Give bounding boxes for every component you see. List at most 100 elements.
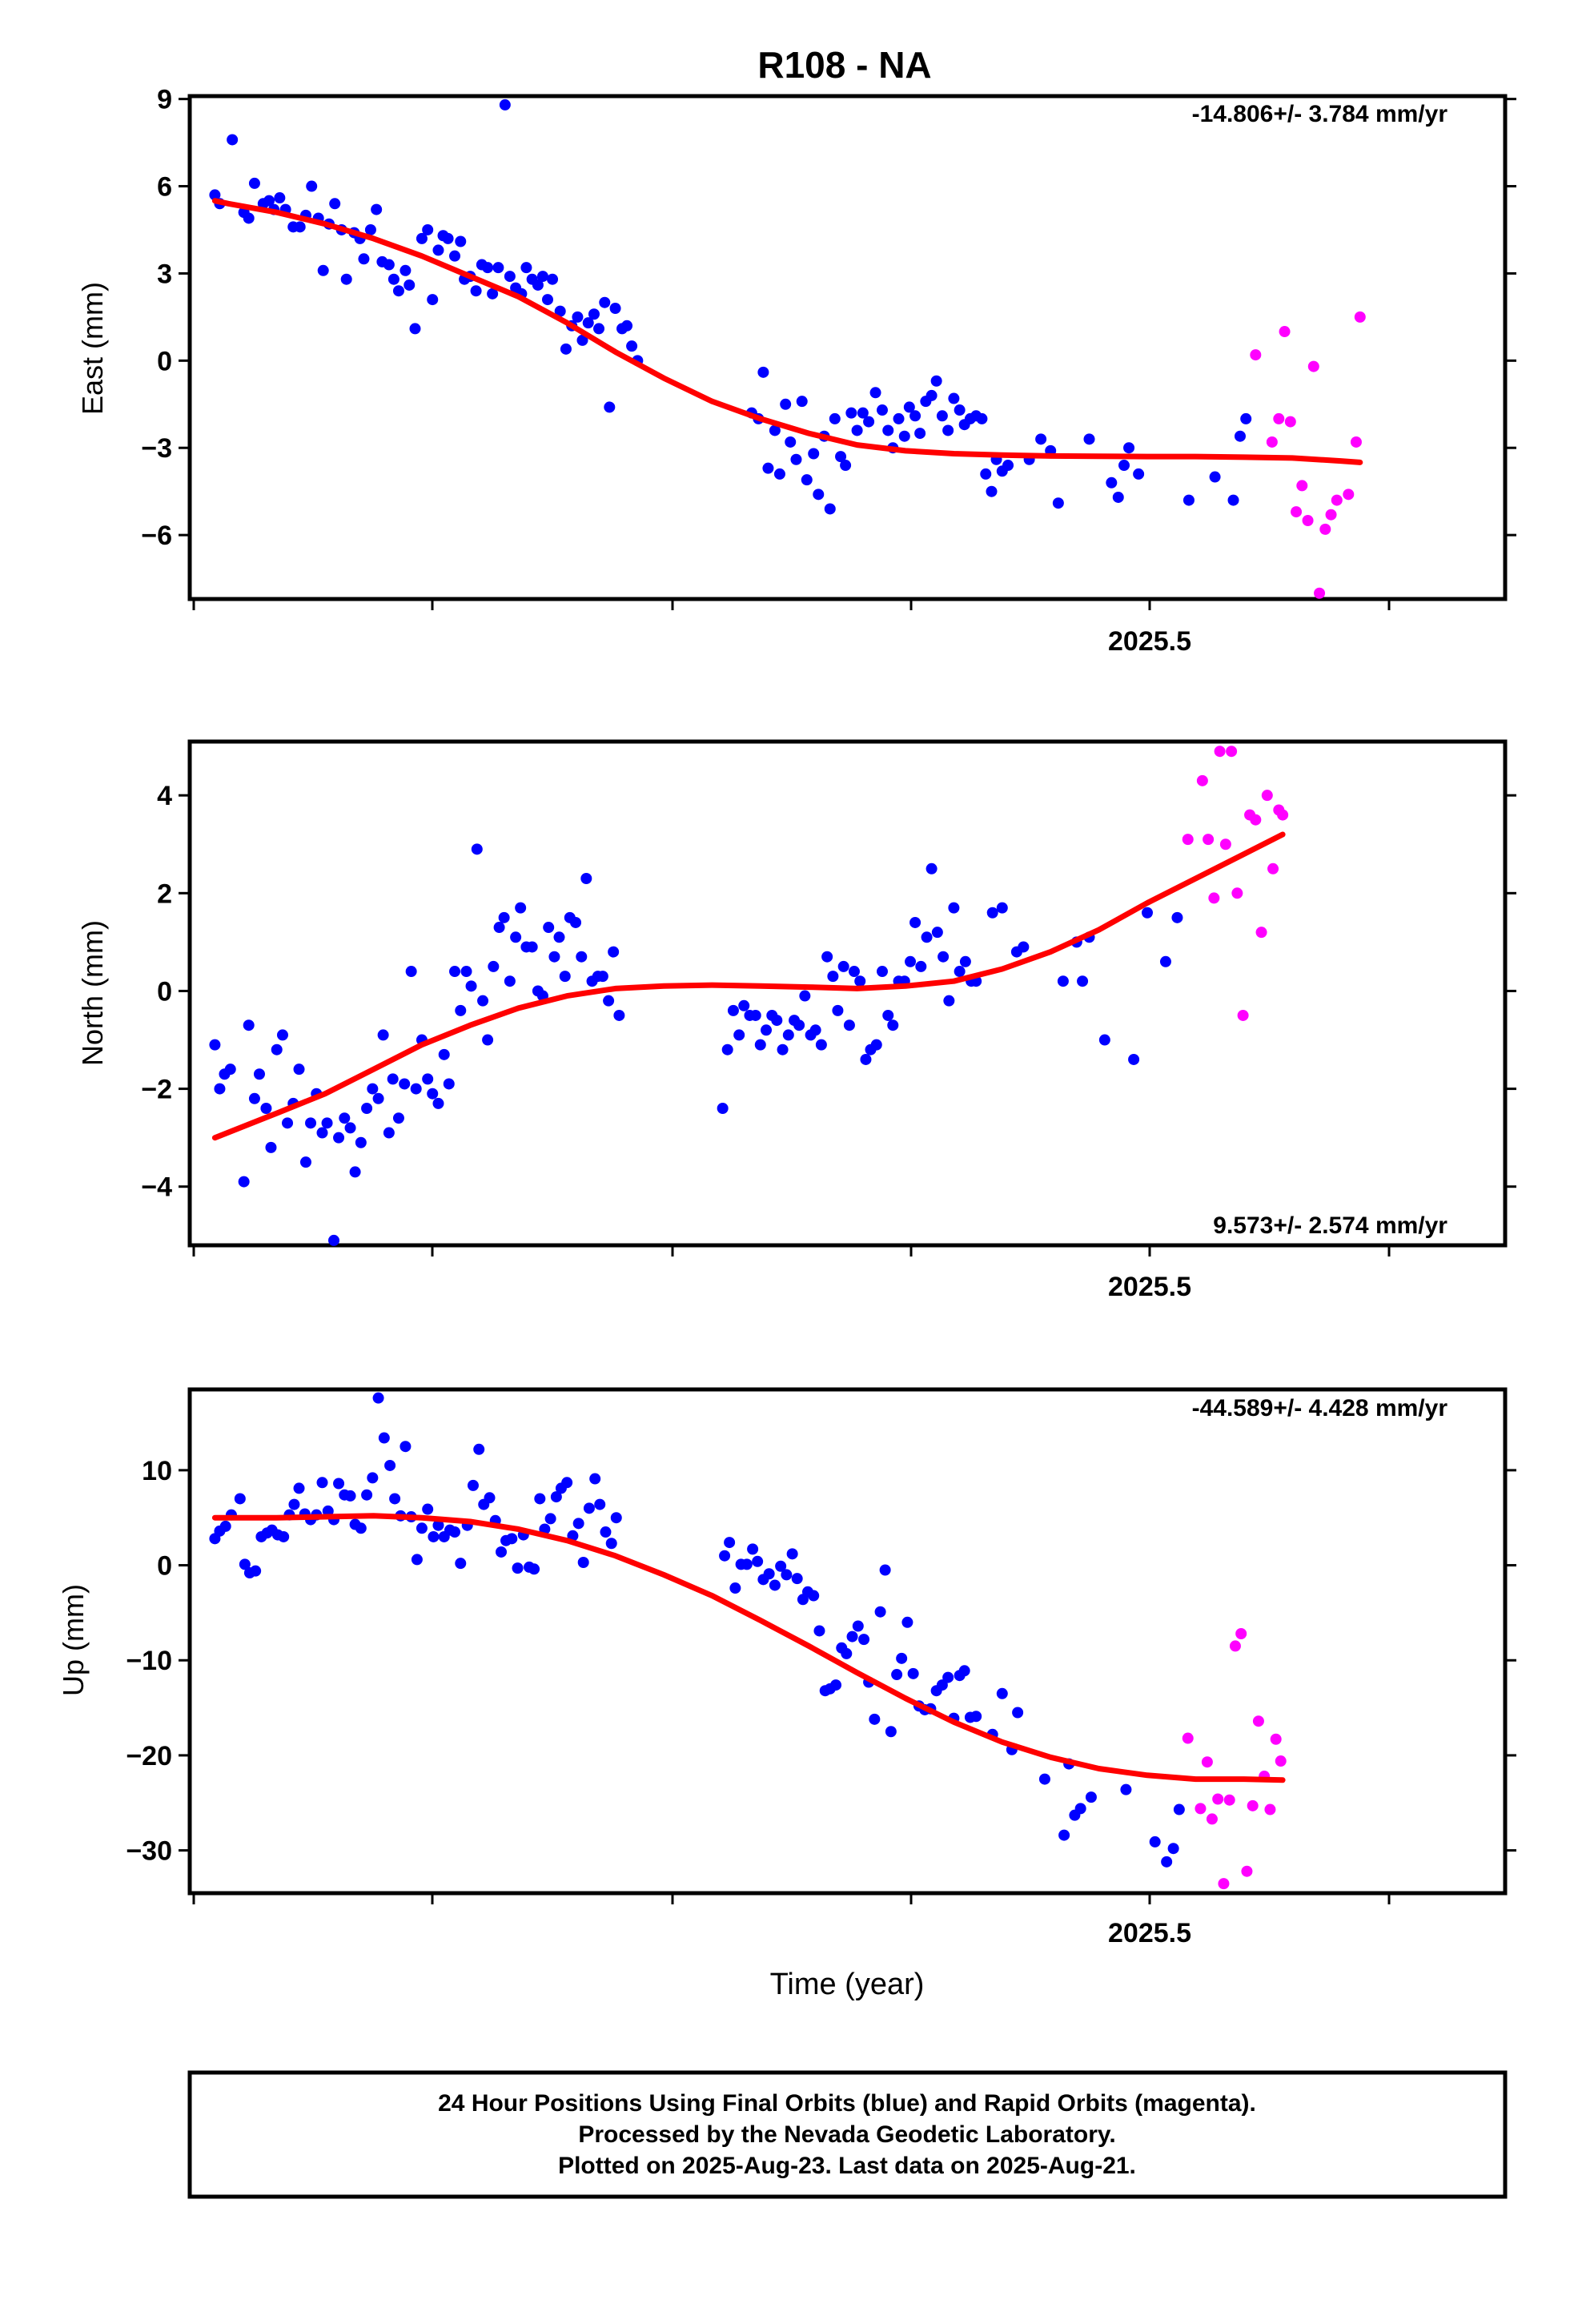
- east-final-point: [427, 294, 439, 306]
- east-final-point: [576, 334, 588, 346]
- up-final-point: [958, 1665, 970, 1677]
- east-y-tick-label: 9: [157, 85, 172, 115]
- up-rapid-point: [1241, 1865, 1253, 1877]
- east-final-point: [773, 468, 785, 480]
- north-final-point: [959, 955, 971, 967]
- east-final-point: [1112, 491, 1124, 503]
- north-plot-frame: [187, 739, 1508, 1248]
- north-rapid-point: [1231, 887, 1243, 899]
- up-final-point: [389, 1493, 401, 1505]
- up-final-point: [830, 1679, 842, 1691]
- up-axis-label: Up (mm): [57, 1584, 90, 1696]
- north-final-point: [882, 1009, 894, 1021]
- north-final-point: [333, 1132, 345, 1144]
- north-final-point: [727, 1004, 739, 1016]
- north-final-point: [372, 1092, 384, 1104]
- up-final-point: [885, 1726, 897, 1738]
- east-final-point: [948, 392, 960, 404]
- east-final-point: [808, 448, 820, 460]
- east-final-point: [387, 273, 400, 285]
- north-final-point: [580, 872, 592, 884]
- north-final-point: [821, 951, 833, 963]
- east-final-point: [882, 424, 894, 436]
- east-final-point: [869, 387, 881, 399]
- north-final-point: [570, 916, 582, 928]
- east-final-point: [560, 343, 572, 355]
- up-final-point: [467, 1479, 479, 1491]
- east-final-point: [306, 180, 318, 192]
- up-final-point: [422, 1503, 434, 1515]
- north-final-point: [243, 1019, 255, 1031]
- east-final-point: [263, 195, 275, 207]
- north-final-point: [339, 1112, 351, 1124]
- east-final-point: [845, 407, 857, 419]
- east-final-point: [547, 273, 559, 285]
- north-final-point: [854, 975, 866, 987]
- up-final-point: [333, 1478, 345, 1490]
- north-final-point: [749, 1009, 761, 1021]
- up-final-point: [506, 1533, 518, 1545]
- east-final-point: [813, 489, 825, 501]
- east-rapid-point: [1319, 523, 1331, 535]
- north-final-point: [827, 971, 839, 983]
- north-final-point: [367, 1083, 379, 1095]
- up-rapid-point: [1264, 1803, 1276, 1815]
- north-final-point: [799, 990, 811, 1002]
- east-rapid-point: [1266, 436, 1278, 448]
- north-y-tick-label: 2: [157, 879, 172, 909]
- up-final-point: [936, 1679, 948, 1691]
- east-final-point: [762, 462, 774, 474]
- north-final-point: [515, 902, 527, 914]
- north-y-tick-label: −2: [141, 1075, 172, 1105]
- up-final-point: [550, 1491, 562, 1503]
- east-final-point: [1182, 494, 1195, 506]
- east-rapid-point: [1296, 480, 1308, 492]
- up-final-point: [996, 1687, 1008, 1699]
- north-final-point: [717, 1103, 729, 1115]
- east-final-point: [626, 340, 638, 352]
- north-final-point: [305, 1117, 317, 1129]
- north-final-point: [721, 1043, 733, 1055]
- up-final-point: [293, 1482, 305, 1494]
- x-axis-label: Time (year): [770, 1968, 925, 2001]
- up-final-point: [1012, 1707, 1024, 1719]
- up-final-point: [874, 1606, 886, 1618]
- north-final-point: [482, 1034, 494, 1046]
- up-final-point: [741, 1558, 753, 1570]
- north-final-point: [427, 1088, 439, 1100]
- east-final-point: [780, 398, 792, 410]
- east-final-point: [209, 189, 221, 201]
- north-final-point: [559, 971, 571, 983]
- north-final-point: [1128, 1053, 1140, 1065]
- east-final-point: [227, 134, 239, 146]
- north-final-point: [986, 907, 998, 919]
- east-final-point: [455, 235, 467, 247]
- up-final-point: [769, 1579, 781, 1591]
- east-final-point: [1133, 468, 1145, 480]
- east-final-point: [599, 296, 611, 308]
- east-final-point: [980, 468, 992, 480]
- east-final-point: [829, 412, 841, 424]
- north-final-point: [449, 966, 461, 978]
- east-rapid-point: [1284, 416, 1296, 428]
- up-fit-curve: [211, 1513, 1286, 1783]
- up-final-point: [808, 1590, 820, 1602]
- north-final-point: [438, 1048, 450, 1060]
- east-final-point: [487, 287, 499, 300]
- north-final-point: [293, 1063, 305, 1076]
- north-final-point: [832, 1004, 844, 1016]
- north-final-point: [761, 1024, 773, 1036]
- north-final-point: [887, 1019, 899, 1031]
- east-final-point: [520, 262, 532, 274]
- north-final-point: [399, 1078, 411, 1090]
- east-final-point: [1002, 460, 1014, 472]
- up-final-point: [763, 1568, 775, 1580]
- up-rapid-point: [1218, 1878, 1230, 1890]
- east-final-point: [936, 410, 948, 422]
- east-fit-curve: [211, 198, 1363, 465]
- north-axis-label: North (mm): [76, 920, 109, 1066]
- north-final-point: [613, 1009, 625, 1021]
- east-rapid-point: [1291, 506, 1303, 518]
- up-final-point: [600, 1526, 612, 1538]
